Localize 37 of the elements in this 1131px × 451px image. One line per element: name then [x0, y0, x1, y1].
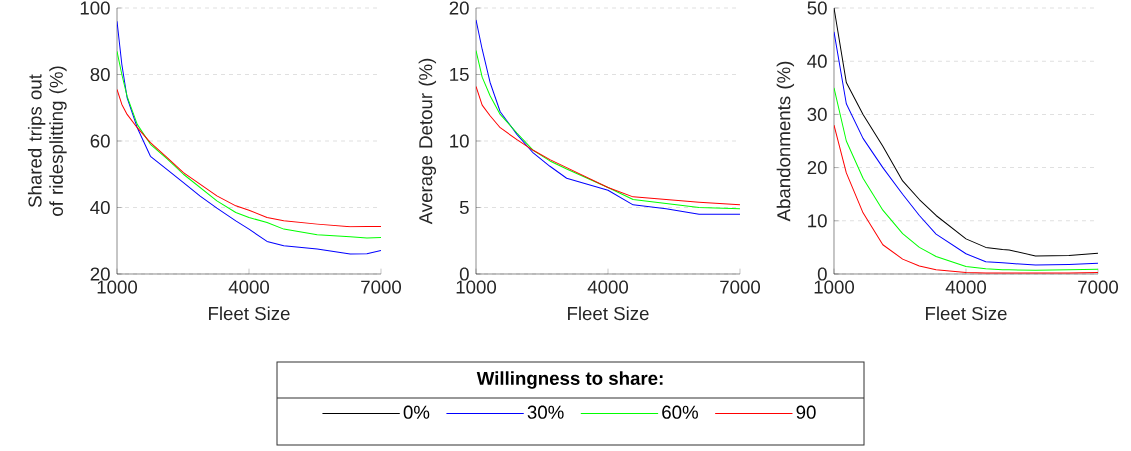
y-tick-label: 20: [807, 160, 827, 175]
y-tick-label: 20: [90, 267, 110, 281]
legend-title: Willingness to share:: [476, 371, 663, 389]
y-tick-label: 60: [90, 134, 110, 148]
y-tick-label: 10: [450, 134, 469, 148]
y-axis-title: Abandonments (%): [776, 61, 795, 222]
x-tick-label: 7000: [361, 280, 402, 294]
y-tick-label: 40: [90, 200, 110, 215]
legend-label: 90: [796, 405, 816, 419]
y-tick-label: 5: [459, 200, 469, 215]
legend-label: 30%: [527, 405, 564, 419]
x-axis-title: Fleet Size: [568, 306, 649, 321]
y-tick-label: 100: [80, 1, 110, 15]
x-tick-label: 7000: [720, 280, 761, 294]
y-axis-title: Average Detour (%): [418, 58, 437, 225]
y-tick-label: 50: [807, 1, 827, 15]
y-tick-label: 80: [90, 67, 110, 82]
x-tick-label: 4000: [945, 280, 987, 294]
y-tick-label: 30: [807, 107, 827, 122]
x-axis-title: Fleet Size: [926, 306, 1007, 321]
y-axis-title: Shared trips out of ridesplitting (%): [27, 66, 67, 216]
y-tick-label: 40: [807, 54, 827, 68]
x-tick-label: 4000: [587, 280, 629, 294]
x-tick-label: 1000: [814, 280, 855, 294]
y-tick-label: 15: [450, 67, 469, 82]
legend-label: 60%: [662, 405, 698, 419]
legend-label: 0%: [403, 405, 430, 419]
line-series: [834, 87, 1098, 271]
y-tick-label: 10: [808, 214, 827, 228]
x-tick-label: 1000: [456, 280, 497, 294]
x-tick-label: 1000: [97, 280, 138, 294]
y-tick-label: 0: [459, 267, 469, 281]
x-axis-title: Fleet Size: [209, 306, 290, 321]
y-tick-label: 0: [817, 267, 827, 281]
y-tick-label: 20: [449, 1, 469, 15]
x-tick-label: 7000: [1078, 280, 1119, 294]
x-tick-label: 4000: [228, 280, 270, 294]
